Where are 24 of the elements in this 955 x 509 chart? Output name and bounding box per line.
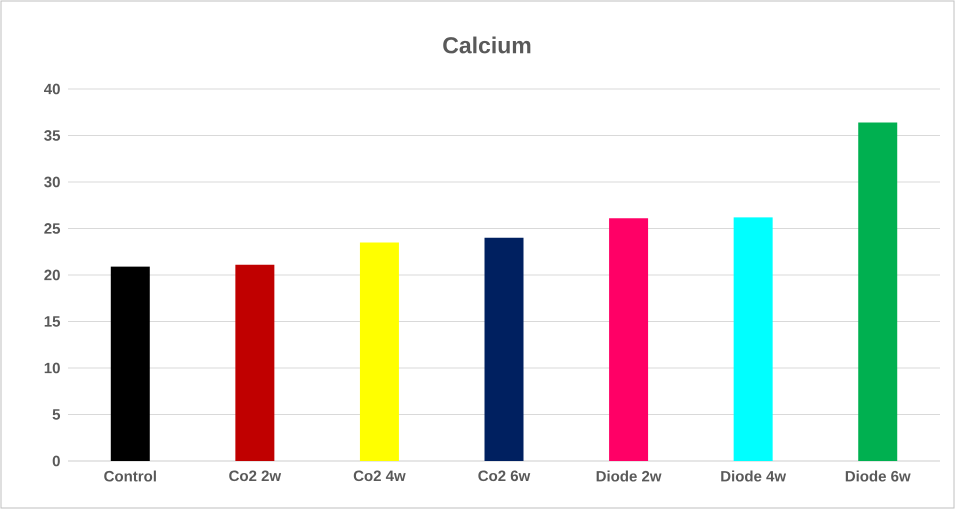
bar: [360, 242, 399, 461]
y-tick-label: 20: [44, 270, 60, 280]
x-tick-label: Diode 4w: [721, 470, 786, 482]
y-tick-label: 25: [44, 223, 60, 234]
y-tick-label: 5: [52, 409, 60, 420]
chart-title: Calcium: [443, 36, 530, 54]
bar: [609, 218, 648, 461]
bar: [858, 122, 898, 461]
bar: [484, 238, 524, 461]
y-tick-label: 30: [44, 176, 60, 188]
x-tick-label: Co2 4w: [354, 470, 406, 482]
bar: [734, 217, 773, 461]
bar: [235, 264, 274, 461]
y-tick-label: 40: [44, 84, 60, 94]
y-tick-label: 10: [44, 362, 60, 374]
bar: [110, 266, 150, 461]
x-tick-label: Diode 6w: [846, 470, 911, 482]
x-tick-label: Co2 6w: [478, 470, 530, 482]
x-tick-label: Control: [104, 470, 156, 482]
y-tick-label: 0: [52, 456, 60, 466]
x-tick-label: Diode 2w: [596, 470, 662, 482]
x-tick-label: Co2 2w: [229, 470, 282, 482]
y-tick-label: 15: [44, 316, 60, 327]
y-tick-label: 35: [44, 130, 60, 141]
